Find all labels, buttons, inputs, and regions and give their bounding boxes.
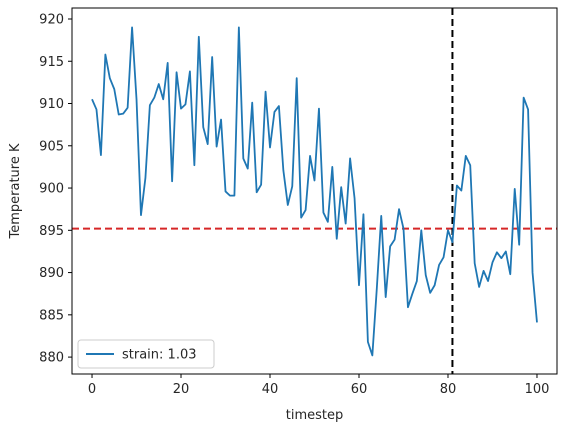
series-line — [91, 26, 538, 357]
x-tick-label: 100 — [525, 382, 550, 397]
x-tick-label: 0 — [88, 382, 96, 397]
legend-label: strain: 1.03 — [122, 348, 197, 363]
y-tick-label: 890 — [39, 266, 64, 281]
y-tick-label: 880 — [39, 351, 64, 366]
x-tick-label: 40 — [262, 382, 279, 397]
y-axis: 880 885 890 895 900 905 910 915 920 — [39, 12, 72, 366]
x-tick-label: 60 — [351, 382, 368, 397]
x-tick-label: 80 — [440, 382, 457, 397]
plot-frame — [71, 7, 558, 375]
reference-lines — [72, 8, 557, 374]
y-tick-label: 920 — [39, 12, 64, 27]
y-tick-label: 900 — [39, 182, 64, 197]
legend-box — [77, 339, 215, 369]
y-tick-label: 905 — [39, 139, 64, 154]
y-tick-label: 895 — [39, 224, 64, 239]
x-tick-label: 20 — [173, 382, 190, 397]
y-tick-label: 910 — [39, 97, 64, 112]
series-layer — [91, 26, 538, 357]
y-tick-label: 885 — [39, 308, 64, 323]
x-axis: 0 20 40 60 80 100 — [88, 374, 550, 397]
y-axis-label: Temperature K — [8, 143, 23, 239]
x-axis-label: timestep — [286, 408, 344, 423]
y-tick-label: 915 — [39, 55, 64, 70]
legend: strain: 1.03 — [77, 339, 215, 369]
